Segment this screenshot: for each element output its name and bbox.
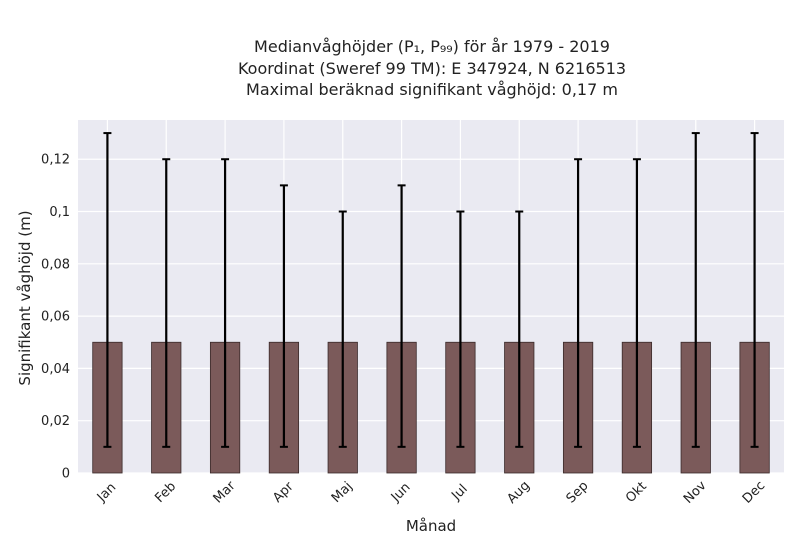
x-tick-label: Aug	[504, 478, 533, 507]
error-bars	[103, 132, 759, 448]
error-bar-jul	[456, 210, 465, 448]
y-tick-label: 0,08	[41, 257, 70, 272]
title-line-2: Koordinat (Sweref 99 TM): E 347924, N 62…	[238, 59, 626, 78]
chart-title: Medianvåghöjder (P₁, P₉₉) för år 1979 - …	[238, 37, 626, 99]
x-tick-label: Dec	[740, 478, 768, 506]
y-tick-label: 0,04	[41, 362, 70, 377]
x-axis-ticks: Jan Feb Mar Apr Maj Jun Jul Aug Sep Okt Nov Dec	[94, 478, 768, 507]
error-bar-maj	[338, 210, 347, 448]
plot-area	[78, 120, 784, 473]
error-bar-apr	[279, 184, 288, 448]
title-line-3: Maximal beräknad signifikant våghöjd: 0,…	[246, 80, 618, 99]
y-tick-label: 0,02	[41, 414, 70, 429]
y-tick-label: 0,12	[41, 153, 70, 168]
x-tick-label: Apr	[270, 479, 297, 506]
x-tick-label: Okt	[623, 479, 650, 506]
error-bar-feb	[162, 158, 171, 448]
error-bar-dec	[750, 132, 759, 448]
error-bar-jan	[103, 132, 112, 448]
x-tick-label: Jul	[448, 482, 470, 504]
x-tick-label: Sep	[564, 479, 592, 507]
x-tick-label: Nov	[681, 478, 710, 507]
error-bar-jun	[397, 184, 406, 448]
y-tick-label: 0,06	[41, 310, 70, 325]
y-axis-ticks: 0 0,02 0,04 0,06 0,08 0,1 0,12	[41, 153, 70, 482]
x-axis-label: Månad	[406, 517, 456, 535]
y-axis-label: Signifikant våghöjd (m)	[16, 210, 34, 385]
error-bar-nov	[691, 132, 700, 448]
x-tick-label: Feb	[152, 479, 179, 506]
error-bar-aug	[515, 210, 524, 448]
y-tick-label: 0,1	[49, 205, 70, 220]
error-bar-sep	[574, 158, 583, 448]
x-tick-label: Jan	[94, 480, 119, 505]
x-tick-label: Mar	[211, 478, 239, 506]
error-bar-okt	[632, 158, 641, 448]
error-bar-mar	[221, 158, 230, 448]
title-line-1: Medianvåghöjder (P₁, P₉₉) för år 1979 - …	[254, 37, 610, 56]
y-tick-label: 0	[62, 467, 70, 482]
x-tick-label: Maj	[329, 479, 356, 506]
x-tick-label: Jun	[388, 480, 414, 506]
